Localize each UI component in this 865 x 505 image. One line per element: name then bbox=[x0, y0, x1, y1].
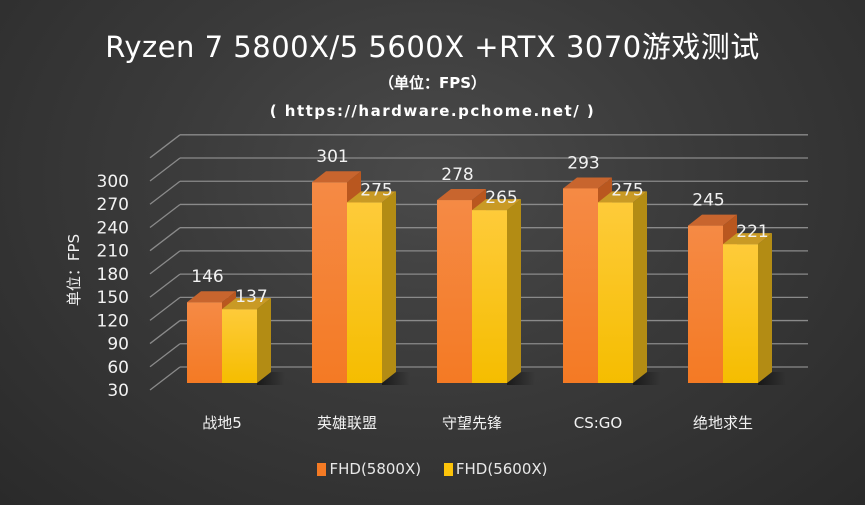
gridline-diagonal bbox=[149, 273, 181, 298]
chart-title: Ryzen 7 5800X/5 5600X +RTX 3070游戏测试 bbox=[105, 30, 760, 64]
gridline-diagonal bbox=[149, 320, 181, 345]
chart-source-url: ( https://hardware.pchome.net/ ) bbox=[269, 102, 596, 120]
data-label: 245 bbox=[692, 191, 724, 211]
data-label: 275 bbox=[360, 180, 392, 200]
x-category-label: 绝地求生 bbox=[693, 414, 753, 432]
bar-5600x bbox=[472, 210, 507, 383]
x-category-label: 战地5 bbox=[202, 414, 242, 432]
bar-5600x bbox=[598, 202, 633, 383]
bar-top bbox=[312, 171, 361, 183]
gridline-diagonal bbox=[149, 203, 181, 228]
legend-label: FHD(5600X) bbox=[455, 460, 548, 478]
gridline-diagonal bbox=[149, 250, 181, 275]
bar-5600x bbox=[222, 309, 257, 383]
y-tick-label: 180 bbox=[97, 265, 129, 285]
data-label: 278 bbox=[441, 165, 473, 185]
bar-5800x bbox=[688, 225, 723, 383]
bar-top bbox=[563, 177, 612, 189]
gridline-diagonal bbox=[149, 157, 181, 182]
y-tick-label: 90 bbox=[107, 335, 129, 355]
gridline-diagonal bbox=[149, 134, 181, 159]
y-tick-label: 60 bbox=[107, 358, 129, 378]
legend-swatch-yellow bbox=[443, 462, 453, 476]
bar-top bbox=[723, 233, 772, 245]
bar-side bbox=[758, 233, 772, 383]
y-axis-title: 单位：FPS bbox=[65, 234, 83, 306]
bar-5600x bbox=[723, 244, 758, 383]
bar-top bbox=[598, 191, 647, 203]
bar-5800x bbox=[187, 302, 222, 383]
chart-subtitle: （单位：FPS） bbox=[378, 74, 487, 92]
bar-top bbox=[688, 214, 737, 226]
legend: FHD(5800X) FHD(5600X) bbox=[0, 460, 865, 480]
gridline-diagonal bbox=[149, 343, 181, 368]
bar-top bbox=[437, 189, 486, 201]
legend-item-5800x: FHD(5800X) bbox=[317, 460, 421, 478]
data-label: 301 bbox=[316, 147, 348, 167]
bar-5800x bbox=[312, 182, 347, 383]
x-category-label: 英雄联盟 bbox=[317, 414, 377, 432]
y-tick-label: 150 bbox=[97, 288, 129, 308]
y-tick-label: 300 bbox=[97, 172, 129, 192]
gridline-diagonal bbox=[149, 180, 181, 205]
bar-side bbox=[633, 191, 647, 383]
y-tick-label: 270 bbox=[97, 195, 129, 215]
y-tick-label: 30 bbox=[107, 381, 129, 401]
legend-swatch-orange bbox=[317, 462, 327, 476]
bar-top bbox=[347, 191, 396, 203]
y-tick-label: 120 bbox=[97, 311, 129, 331]
bar-5800x bbox=[563, 188, 598, 383]
data-label: 221 bbox=[736, 222, 768, 242]
bar-5600x bbox=[347, 202, 382, 383]
legend-label: FHD(5800X) bbox=[329, 460, 422, 478]
y-tick-label: 240 bbox=[97, 218, 129, 238]
bar-5800x bbox=[437, 200, 472, 383]
bar-top bbox=[187, 291, 236, 303]
data-label: 293 bbox=[567, 153, 599, 173]
data-label: 265 bbox=[485, 188, 517, 208]
gridline-diagonal bbox=[149, 366, 181, 391]
data-label: 146 bbox=[191, 267, 223, 287]
bar-top bbox=[222, 298, 271, 310]
gridline-diagonal bbox=[149, 227, 181, 252]
bar-side bbox=[507, 199, 521, 383]
y-tick-label: 210 bbox=[97, 242, 129, 262]
legend-item-5600x: FHD(5600X) bbox=[443, 460, 548, 478]
data-label: 275 bbox=[611, 180, 643, 200]
gridline-diagonal bbox=[149, 296, 181, 321]
bar-side bbox=[257, 298, 271, 383]
x-category-label: 守望先锋 bbox=[442, 414, 502, 432]
bar-side bbox=[382, 191, 396, 383]
x-category-label: CS:GO bbox=[574, 414, 622, 432]
bar-top bbox=[472, 199, 521, 211]
data-label: 137 bbox=[235, 287, 267, 307]
